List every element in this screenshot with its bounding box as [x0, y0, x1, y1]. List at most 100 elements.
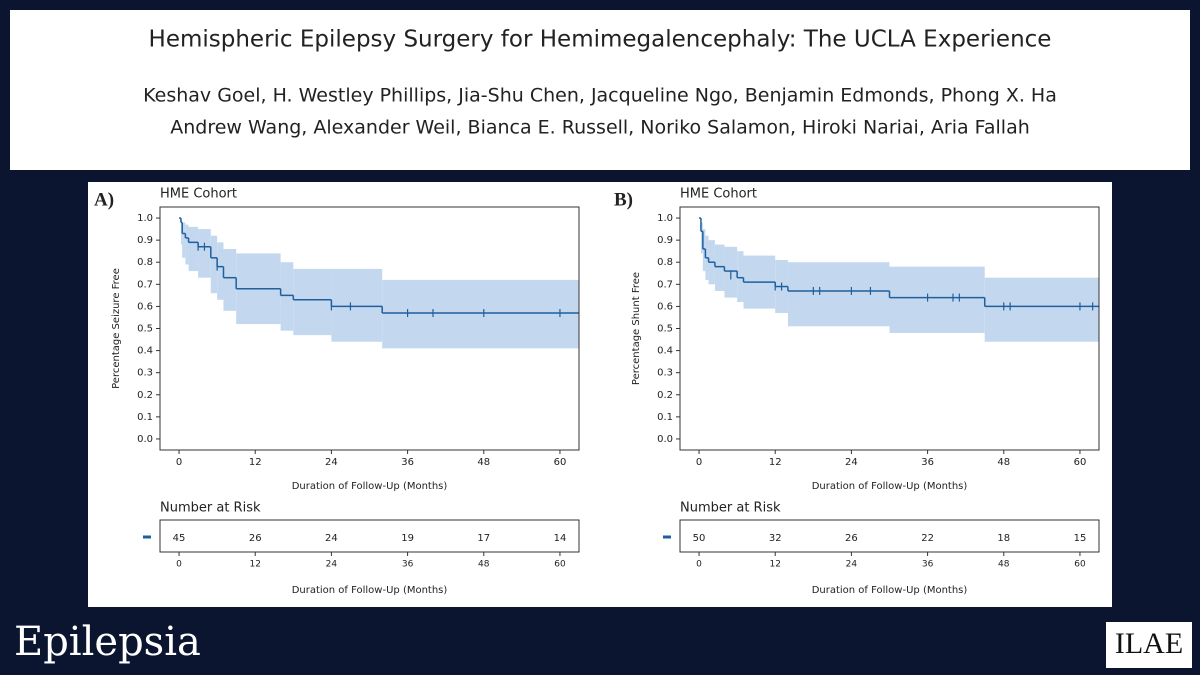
x-axis-label: Duration of Follow-Up (Months)	[292, 481, 448, 492]
chart-title: HME Cohort	[160, 187, 237, 202]
y-tick-label: 0.4	[137, 346, 153, 357]
x-tick-label: 60	[1074, 457, 1087, 468]
risk-table-title: Number at Risk	[160, 501, 261, 516]
x-axis-label: Duration of Follow-Up (Months)	[812, 585, 968, 596]
y-tick-label: 0.0	[657, 434, 673, 445]
y-tick-label: 1.0	[657, 213, 673, 224]
x-tick-label: 0	[176, 457, 182, 468]
confidence-band	[702, 229, 706, 272]
risk-count: 14	[554, 533, 567, 544]
risk-count: 50	[693, 533, 706, 544]
risk-count: 22	[921, 533, 934, 544]
x-tick-label: 12	[250, 560, 261, 570]
confidence-band	[198, 229, 211, 278]
confidence-band	[223, 248, 237, 311]
x-tick-label: 48	[478, 560, 490, 570]
y-tick-label: 0.7	[657, 279, 673, 290]
risk-count: 26	[249, 533, 262, 544]
x-tick-label: 24	[846, 560, 858, 570]
confidence-band	[984, 277, 1099, 342]
x-tick-label: 24	[326, 560, 338, 570]
x-tick-label: 60	[554, 560, 566, 570]
x-tick-label: 36	[922, 560, 934, 570]
risk-count: 32	[769, 533, 782, 544]
risk-count: 19	[401, 533, 414, 544]
x-tick-label: 24	[845, 457, 858, 468]
y-tick-label: 0.0	[137, 434, 153, 445]
risk-count: 45	[173, 533, 186, 544]
y-axis-label: Percentage Seizure Free	[111, 268, 122, 389]
y-tick-label: 0.9	[137, 235, 153, 246]
risk-table-title: Number at Risk	[680, 501, 781, 516]
confidence-band	[182, 222, 186, 258]
y-tick-label: 0.3	[137, 368, 153, 379]
confidence-band	[700, 222, 703, 254]
chart-title: HME Cohort	[680, 187, 757, 202]
confidence-band	[787, 262, 890, 327]
x-tick-label: 0	[176, 560, 182, 570]
risk-table-frame	[159, 519, 580, 553]
y-tick-label: 0.6	[657, 301, 673, 312]
x-tick-label: 24	[325, 457, 338, 468]
y-tick-label: 1.0	[137, 213, 153, 224]
x-tick-label: 12	[249, 457, 262, 468]
y-tick-label: 0.6	[137, 301, 153, 312]
x-tick-label: 36	[402, 560, 414, 570]
y-tick-label: 0.2	[137, 390, 153, 401]
risk-count: 26	[845, 533, 858, 544]
x-tick-label: 60	[1074, 560, 1086, 570]
y-tick-label: 0.7	[137, 279, 153, 290]
journal-logo: Epilepsia	[14, 619, 201, 665]
panel-label: B)	[614, 189, 633, 210]
x-tick-label: 12	[770, 560, 781, 570]
x-tick-label: 0	[696, 457, 702, 468]
confidence-band	[889, 266, 985, 333]
confidence-band	[737, 251, 744, 302]
chart-panel	[88, 182, 1112, 607]
panel-label: A)	[94, 189, 114, 210]
y-tick-label: 0.9	[657, 235, 673, 246]
society-logo: ILAE	[1115, 627, 1183, 660]
x-tick-label: 48	[997, 457, 1010, 468]
risk-count: 15	[1074, 533, 1087, 544]
x-axis-label: Duration of Follow-Up (Months)	[812, 481, 968, 492]
confidence-band	[293, 268, 332, 336]
x-tick-label: 60	[554, 457, 567, 468]
risk-table-frame	[679, 519, 1100, 553]
y-tick-label: 0.5	[137, 324, 153, 335]
risk-count: 24	[325, 533, 338, 544]
confidence-band	[210, 235, 218, 294]
header-box	[10, 10, 1190, 170]
y-tick-label: 0.5	[657, 324, 673, 335]
confidence-band	[382, 279, 579, 349]
confidence-band	[217, 242, 224, 300]
y-tick-label: 0.3	[657, 368, 673, 379]
confidence-band	[188, 226, 199, 272]
x-tick-label: 36	[401, 457, 414, 468]
y-tick-label: 0.1	[657, 412, 673, 423]
confidence-band	[280, 262, 294, 331]
y-tick-label: 0.4	[657, 346, 673, 357]
confidence-band	[331, 268, 383, 342]
y-tick-label: 0.8	[657, 257, 673, 268]
risk-count: 17	[477, 533, 490, 544]
y-tick-label: 0.1	[137, 412, 153, 423]
risk-count: 18	[997, 533, 1010, 544]
x-axis-label: Duration of Follow-Up (Months)	[292, 585, 448, 596]
confidence-band	[714, 244, 725, 291]
x-tick-label: 12	[769, 457, 782, 468]
society-logo-box	[1106, 622, 1192, 668]
y-tick-label: 0.8	[137, 257, 153, 268]
confidence-band	[185, 224, 189, 265]
x-tick-label: 36	[921, 457, 934, 468]
y-tick-label: 0.2	[657, 390, 673, 401]
y-axis-label: Percentage Shunt Free	[631, 272, 642, 385]
authors: Keshav Goel, H. Westley Phillips, Jia-Sh…	[143, 85, 1057, 107]
x-tick-label: 48	[477, 457, 490, 468]
slide-title: Hemispheric Epilepsy Surgery for Hemimeg…	[149, 27, 1052, 53]
x-tick-label: 48	[998, 560, 1010, 570]
x-tick-label: 0	[696, 560, 702, 570]
authors: Andrew Wang, Alexander Weil, Bianca E. R…	[170, 117, 1030, 139]
